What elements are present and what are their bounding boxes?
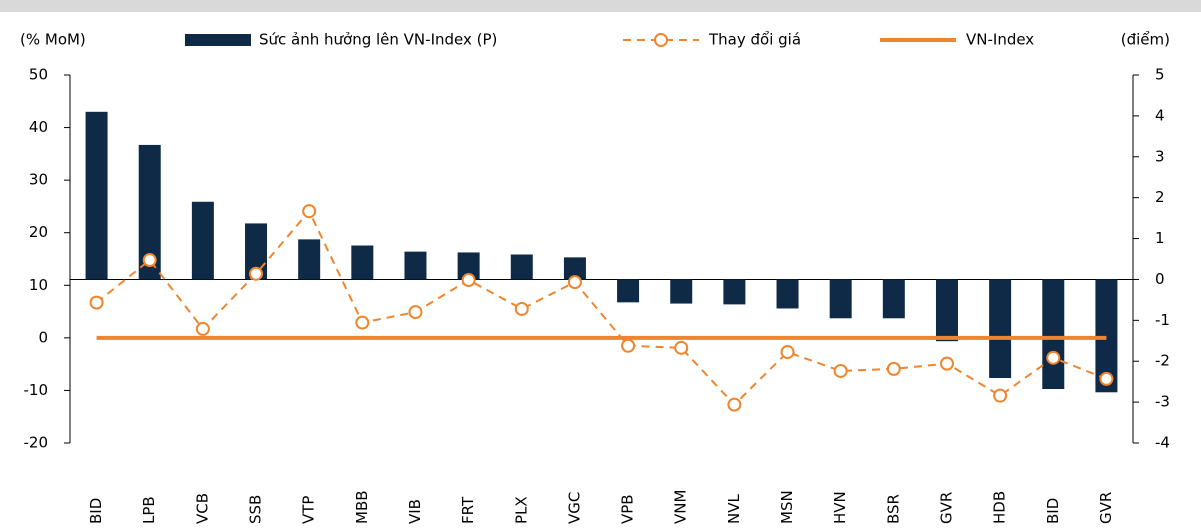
marker	[621, 338, 636, 353]
marker	[780, 345, 795, 360]
x-tick-label: HDB	[991, 491, 1009, 524]
top-band	[0, 0, 1201, 12]
y2-tick-label: -4	[1155, 434, 1170, 452]
bar	[989, 279, 1012, 378]
y2-tick-label: 4	[1155, 106, 1165, 124]
y2-axis-title: (điểm)	[1121, 31, 1170, 49]
marker	[1046, 350, 1061, 365]
bar	[617, 279, 640, 303]
x-tick-label: VNM	[672, 490, 690, 524]
marker	[249, 266, 264, 281]
marker	[886, 361, 901, 376]
marker	[1099, 371, 1114, 386]
x-tick-label: VGC	[565, 492, 583, 524]
x-tick-label: SSB	[247, 495, 265, 524]
bar	[245, 223, 268, 280]
x-tick-label: NVL	[725, 494, 743, 524]
marker	[302, 204, 317, 219]
bar	[882, 279, 905, 319]
marker	[195, 321, 210, 336]
bar	[510, 254, 533, 280]
bar	[298, 239, 321, 280]
bar	[85, 111, 108, 280]
x-tick-label: GVR	[1097, 492, 1115, 524]
x-tick-label: MSN	[778, 490, 796, 524]
legend-label: Sức ảnh hưởng lên VN-Index (P)	[259, 31, 497, 49]
marker	[674, 340, 689, 355]
bar	[457, 252, 480, 280]
bar	[935, 279, 958, 342]
x-tick-label: BID	[87, 498, 105, 524]
marker	[514, 301, 529, 316]
y2-tick-label: -1	[1155, 311, 1170, 329]
x-tick-label: FRT	[459, 496, 477, 524]
y-tick-label: 20	[29, 223, 48, 241]
x-tick-label: VCB	[193, 493, 211, 524]
y-axis-title: (% MoM)	[20, 31, 86, 49]
y2-tick-label: 2	[1155, 188, 1165, 206]
marker	[408, 305, 423, 320]
x-tick-label: VPB	[619, 494, 637, 524]
legend-marker	[654, 33, 668, 47]
bar	[404, 251, 427, 280]
bar	[563, 257, 586, 280]
y-tick-label: 50	[29, 66, 48, 84]
bar	[829, 279, 852, 319]
marker	[89, 295, 104, 310]
y-tick-label: 0	[38, 328, 48, 346]
bar	[670, 279, 693, 304]
x-tick-label: GVR	[937, 492, 955, 524]
x-tick-label: LPB	[140, 496, 158, 524]
y-tick-label: -20	[24, 434, 49, 452]
y2-tick-label: -3	[1155, 393, 1170, 411]
marker	[993, 388, 1008, 403]
bar	[351, 245, 374, 280]
x-tick-label: MBB	[353, 490, 371, 524]
y2-tick-label: 3	[1155, 147, 1165, 165]
bar	[191, 201, 214, 280]
y-tick-label: 40	[29, 118, 48, 136]
line	[95, 209, 1107, 407]
marker	[833, 363, 848, 378]
marker	[461, 273, 476, 288]
y-tick-label: 10	[29, 276, 48, 294]
x-tick-label: VTP	[300, 496, 318, 524]
x-tick-label: BSR	[884, 494, 902, 524]
bar	[723, 279, 746, 305]
bar	[1042, 279, 1065, 390]
y2-tick-label: 5	[1155, 66, 1165, 84]
y2-tick-label: -2	[1155, 352, 1170, 370]
x-tick-label: PLX	[512, 496, 530, 524]
y-tick-label: -10	[24, 381, 49, 399]
x-tick-label: VIB	[406, 499, 424, 524]
legend-label: Thay đổi giá	[708, 31, 801, 49]
y-tick-label: 30	[29, 171, 48, 189]
y2-tick-label: 1	[1155, 229, 1165, 247]
marker	[727, 397, 742, 412]
marker	[939, 356, 954, 371]
x-tick-label: HVN	[831, 491, 849, 524]
marker	[567, 275, 582, 290]
bar	[138, 144, 161, 280]
y2-tick-label: 0	[1155, 270, 1165, 288]
marker	[142, 253, 157, 268]
legend-label: VN-Index	[966, 31, 1034, 49]
x-tick-label: BID	[1044, 498, 1062, 524]
legend-swatch	[185, 34, 251, 46]
marker	[355, 315, 370, 330]
bar	[776, 279, 799, 309]
